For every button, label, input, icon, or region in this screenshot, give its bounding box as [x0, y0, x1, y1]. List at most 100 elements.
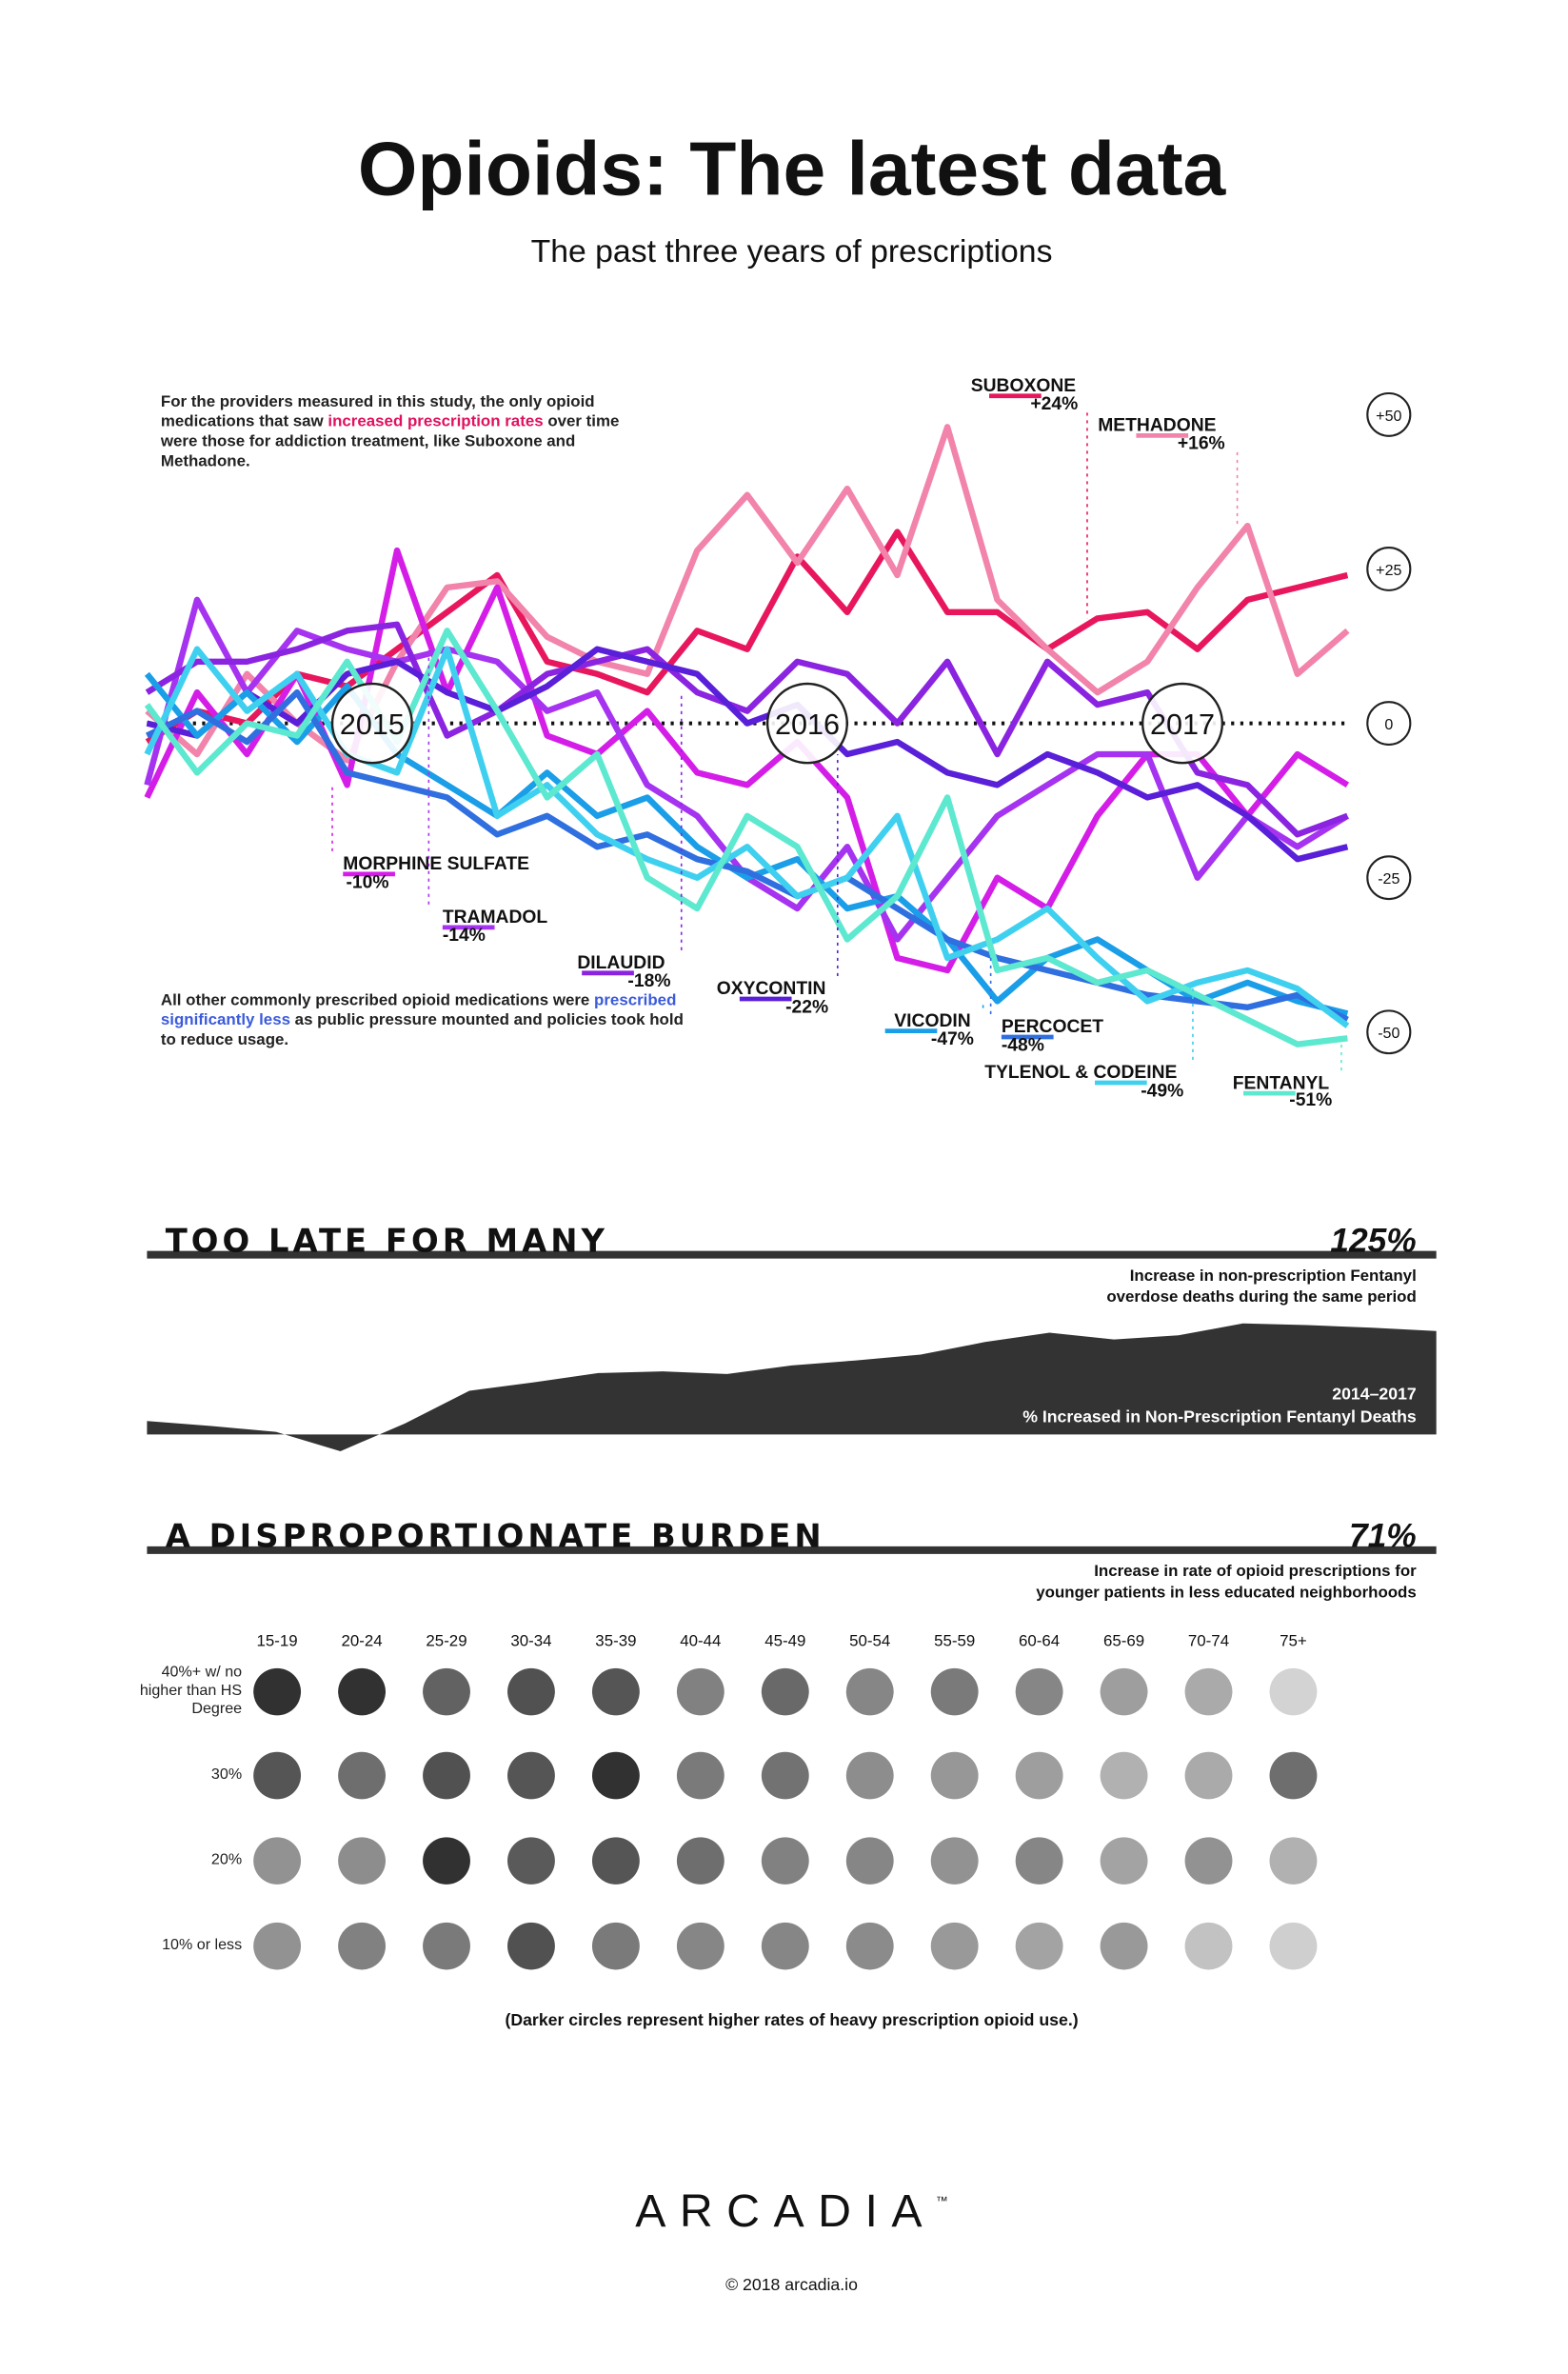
heat-dot	[676, 1667, 724, 1716]
heat-dot	[1269, 1922, 1318, 1970]
note-text: All other commonly prescribed opioid med…	[160, 991, 595, 1010]
note-bottom: All other commonly prescribed opioid med…	[161, 991, 697, 1050]
heat-dot	[676, 1837, 724, 1885]
stat-description: Increase in non-prescription Fentanyl	[1130, 1267, 1417, 1285]
series-name: SUBOXONE	[971, 376, 1077, 396]
note-text: over time were those for addiction treat…	[160, 412, 620, 471]
heat-dot	[591, 1751, 640, 1800]
row-label-box: 20%	[210, 1851, 243, 1869]
heat-dot	[930, 1837, 979, 1885]
series-name: TRAMADOL	[443, 908, 548, 928]
y-tick-circle	[1366, 391, 1412, 437]
heat-dot	[338, 1837, 386, 1885]
series-change: -48%	[1002, 1035, 1044, 1055]
series-line	[145, 621, 1349, 838]
note-text: as public pressure mounted and policies …	[160, 1010, 684, 1049]
x-tick-circle	[330, 682, 413, 765]
y-tick-label: +25	[1376, 562, 1401, 579]
heatmap-note: (Darker circles represent higher rates o…	[505, 2010, 1078, 2029]
stat-description: younger patients in less educated neighb…	[1036, 1584, 1416, 1602]
column-label: 75+	[1280, 1632, 1307, 1650]
column-label: 70-74	[1188, 1632, 1229, 1650]
series-line	[145, 424, 1350, 764]
heat-dot	[1184, 1667, 1233, 1716]
heat-dot	[591, 1667, 640, 1716]
column-label: 35-39	[595, 1632, 636, 1650]
x-tick-label: 2016	[775, 708, 840, 741]
heat-dot	[1015, 1837, 1063, 1885]
series-change: -47%	[931, 1029, 974, 1049]
brand-name: ARCADIA	[635, 2185, 936, 2237]
heat-dot	[1100, 1922, 1148, 1970]
series-name: PERCOCET	[1002, 1017, 1103, 1037]
column-label: 30-34	[510, 1632, 551, 1650]
y-tick-label: +50	[1376, 408, 1401, 425]
heat-dot	[423, 1751, 470, 1800]
column-label: 55-59	[934, 1632, 975, 1650]
y-tick-circle	[1366, 547, 1412, 591]
series-change: +24%	[1030, 394, 1078, 414]
subtitle: The past three years of prescriptions	[531, 234, 1053, 269]
heat-dot	[845, 1751, 894, 1800]
stat-description: overdose deaths during the same period	[1106, 1287, 1416, 1306]
column-label: 60-64	[1019, 1632, 1060, 1650]
heat-dot	[591, 1837, 640, 1885]
note-bottom-box: All other commonly prescribed opioid med…	[161, 991, 697, 1050]
heat-dot	[1184, 1751, 1233, 1800]
y-tick-label: -50	[1378, 1025, 1399, 1042]
series-change: -51%	[1289, 1090, 1332, 1110]
y-tick-circle	[1366, 701, 1412, 747]
series-name: METHADONE	[1098, 416, 1216, 436]
area	[147, 1323, 1437, 1451]
row-label: 20%	[210, 1851, 243, 1869]
y-tick-circle	[1366, 855, 1412, 901]
note-top: For the providers measured in this study…	[161, 393, 636, 472]
series-group	[144, 424, 1350, 1047]
copyright: © 2018 arcadia.io	[725, 2275, 858, 2294]
heat-dot	[845, 1922, 894, 1970]
note-highlight: increased prescription rates	[327, 412, 544, 431]
heat-dot	[1184, 1837, 1233, 1885]
heat-dot	[253, 1667, 302, 1716]
section-stat: 71%	[1349, 1518, 1417, 1555]
heat-dot	[423, 1922, 470, 1970]
heat-dot	[338, 1922, 386, 1970]
heat-dot	[338, 1751, 386, 1800]
section-stat: 125%	[1330, 1223, 1416, 1260]
column-label: 20-24	[341, 1632, 382, 1650]
heat-dot	[930, 1922, 979, 1970]
series-line	[144, 628, 1348, 1047]
y-tick-label: -25	[1378, 870, 1399, 888]
series-change: -14%	[443, 926, 486, 946]
series-name: VICODIN	[894, 1011, 970, 1031]
heat-dot	[1015, 1667, 1063, 1716]
section-title: TOO LATE FOR MANY	[166, 1223, 608, 1260]
series-name: FENTANYL	[1233, 1073, 1330, 1093]
series-change: -18%	[627, 971, 670, 991]
heat-dot	[930, 1751, 979, 1800]
column-label: 40-44	[680, 1632, 721, 1650]
series-line	[145, 688, 1349, 1023]
heat-dot	[507, 1667, 555, 1716]
column-label: 50-54	[849, 1632, 890, 1650]
heat-dot	[253, 1837, 302, 1885]
area-label: % Increased in Non-Prescription Fentanyl…	[1022, 1407, 1417, 1426]
stat-description: Increase in rate of opioid prescriptions…	[1094, 1562, 1417, 1580]
row-label-box: 10% or less	[162, 1937, 243, 1954]
heat-dot	[1269, 1667, 1318, 1716]
heat-dot	[1015, 1922, 1063, 1970]
note-highlight: prescribed significantly less	[160, 991, 677, 1029]
series-name: MORPHINE SULFATE	[343, 854, 529, 874]
heat-dot	[761, 1837, 809, 1885]
area-period: 2014–2017	[1332, 1385, 1417, 1404]
series-change: -22%	[785, 997, 828, 1017]
heat-dot	[1100, 1751, 1148, 1800]
series-line	[146, 646, 1349, 863]
heat-dot	[761, 1922, 809, 1970]
heat-dot	[591, 1922, 640, 1970]
column-label: 45-49	[764, 1632, 805, 1650]
x-tick-circle	[1141, 682, 1224, 765]
row-label: 10% or less	[162, 1937, 243, 1954]
x-tick-circle	[765, 682, 848, 765]
series-name: DILAUDID	[577, 953, 665, 973]
